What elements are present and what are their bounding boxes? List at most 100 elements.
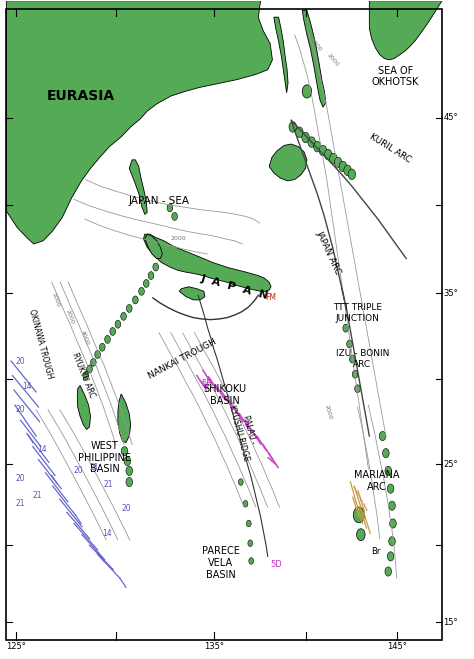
Circle shape (356, 529, 365, 540)
Polygon shape (179, 287, 205, 300)
Polygon shape (269, 144, 307, 181)
Text: 45°: 45° (443, 113, 458, 123)
Circle shape (390, 519, 396, 528)
Circle shape (343, 324, 348, 332)
Circle shape (105, 335, 110, 343)
Circle shape (329, 154, 337, 164)
Circle shape (387, 484, 394, 493)
Circle shape (243, 500, 248, 507)
Text: MARIANA
ARC: MARIANA ARC (354, 470, 399, 492)
Text: 14: 14 (102, 529, 112, 538)
Circle shape (144, 279, 149, 287)
Text: 5D: 5D (270, 560, 282, 569)
Circle shape (334, 158, 342, 168)
Circle shape (126, 478, 133, 486)
Text: SHIKOKU
BASIN: SHIKOKU BASIN (204, 384, 247, 406)
Text: 20: 20 (74, 467, 83, 475)
Circle shape (383, 449, 389, 458)
Circle shape (387, 552, 394, 561)
Circle shape (95, 351, 100, 358)
Text: KURIL ARC: KURIL ARC (368, 132, 413, 165)
Text: 14: 14 (37, 445, 47, 453)
Text: 5E: 5E (201, 379, 211, 388)
Circle shape (389, 536, 395, 546)
Circle shape (308, 137, 316, 148)
Text: PARECE
VELA
BASIN: PARECE VELA BASIN (201, 546, 239, 579)
Polygon shape (274, 17, 288, 93)
Text: J  A  P  A  N: J A P A N (200, 273, 270, 301)
Circle shape (346, 340, 352, 348)
Circle shape (83, 372, 89, 380)
Circle shape (124, 457, 131, 466)
Circle shape (339, 161, 346, 172)
Circle shape (344, 165, 351, 175)
Text: 35°: 35° (443, 289, 458, 298)
Circle shape (296, 127, 303, 138)
Polygon shape (129, 160, 147, 214)
Text: 14: 14 (22, 382, 31, 391)
Circle shape (348, 169, 356, 179)
Polygon shape (77, 386, 91, 430)
Text: WEST
PHILIPPINE
BASIN: WEST PHILIPPINE BASIN (78, 441, 131, 474)
Circle shape (167, 204, 173, 212)
Text: 20: 20 (16, 474, 25, 483)
Text: 4000: 4000 (80, 330, 90, 346)
Circle shape (319, 146, 327, 156)
Text: 125°: 125° (6, 642, 26, 651)
Circle shape (352, 370, 358, 378)
Text: 20: 20 (16, 405, 25, 415)
Text: JAPAN - SEA: JAPAN - SEA (128, 196, 190, 206)
Circle shape (87, 365, 92, 373)
Text: 1000: 1000 (51, 292, 61, 308)
Circle shape (110, 328, 116, 335)
Text: RYUKYU ARC: RYUKYU ARC (70, 352, 97, 399)
Text: PALAU -
KYUSHU RIDGE: PALAU - KYUSHU RIDGE (228, 401, 261, 462)
Circle shape (121, 447, 128, 456)
Text: 1000: 1000 (308, 37, 322, 52)
Polygon shape (369, 1, 442, 60)
Circle shape (246, 520, 251, 527)
Circle shape (314, 142, 321, 152)
Circle shape (148, 272, 154, 279)
Circle shape (302, 132, 310, 143)
Circle shape (385, 567, 392, 576)
Polygon shape (6, 1, 273, 244)
Polygon shape (145, 234, 162, 258)
Circle shape (385, 467, 392, 476)
Polygon shape (302, 11, 326, 107)
Text: 135°: 135° (204, 642, 224, 651)
Text: NANKAI TROUGH: NANKAI TROUGH (147, 337, 218, 381)
Text: 2000: 2000 (64, 309, 74, 325)
Circle shape (248, 540, 253, 546)
Circle shape (133, 296, 138, 304)
Text: OKINAWA TROUGH: OKINAWA TROUGH (27, 308, 55, 380)
Circle shape (302, 85, 312, 98)
Circle shape (126, 467, 133, 476)
Text: 21: 21 (104, 480, 113, 488)
Text: IZU - BONIN
ARC: IZU - BONIN ARC (336, 349, 389, 369)
Circle shape (91, 358, 96, 366)
Text: 21: 21 (33, 492, 42, 500)
Text: Br: Br (371, 546, 380, 556)
Circle shape (121, 312, 127, 320)
Polygon shape (118, 394, 131, 443)
Circle shape (115, 320, 121, 328)
Text: 2000: 2000 (170, 236, 186, 241)
Text: 21: 21 (90, 463, 99, 472)
Circle shape (324, 150, 332, 160)
Circle shape (127, 304, 132, 312)
Circle shape (100, 343, 105, 351)
Polygon shape (144, 234, 271, 291)
Text: SEA OF
OKHOTSK: SEA OF OKHOTSK (372, 65, 419, 87)
Text: 25°: 25° (443, 460, 458, 469)
Circle shape (238, 479, 243, 486)
Text: 2000: 2000 (326, 52, 339, 67)
Circle shape (172, 212, 177, 220)
Text: 20: 20 (16, 357, 25, 366)
Circle shape (249, 558, 254, 564)
Circle shape (389, 501, 395, 510)
Circle shape (139, 287, 145, 295)
Circle shape (289, 122, 297, 132)
Text: FM: FM (265, 293, 276, 302)
Text: JAPAN ARC: JAPAN ARC (314, 229, 342, 276)
